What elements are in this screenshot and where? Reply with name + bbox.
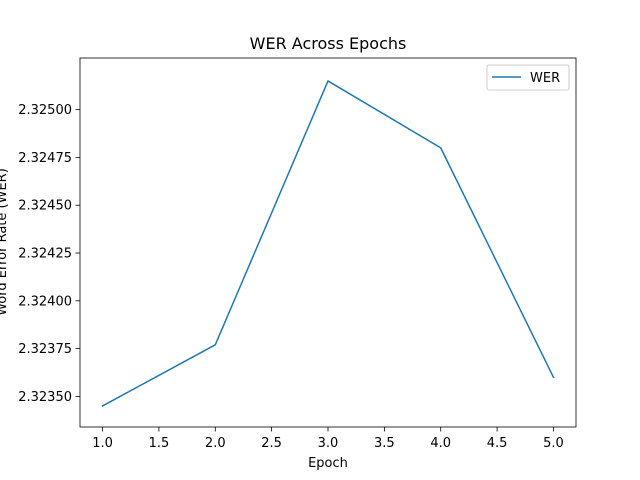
- x-tick-label: 4.5: [487, 436, 508, 451]
- y-tick-label: 2.32425: [18, 247, 72, 262]
- plot-background: [80, 58, 576, 427]
- x-tick-label: 1.5: [149, 436, 170, 451]
- y-tick-label: 2.32475: [18, 151, 72, 166]
- legend: WER: [486, 64, 570, 91]
- x-tick-label: 3.5: [374, 436, 395, 451]
- y-tick-label: 2.32400: [18, 294, 72, 309]
- x-tick-label: 3.0: [318, 436, 339, 451]
- y-axis-ticks: 2.32350 2.32375 2.32400 2.32425 2.32450 2.324…: [18, 103, 80, 405]
- wer-series-line: [101, 80, 555, 407]
- y-tick-label: 2.32375: [18, 342, 72, 357]
- legend-label-wer: WER: [530, 71, 560, 86]
- chart-title: WER Across Epochs: [250, 34, 407, 53]
- x-tick-label: 1.0: [92, 436, 113, 451]
- plot-frame: [79, 57, 577, 428]
- x-tick-label: 2.5: [261, 436, 282, 451]
- x-tick-label: 4.0: [430, 436, 451, 451]
- y-tick-label: 2.32500: [18, 103, 72, 118]
- y-tick-label: 2.32450: [18, 199, 72, 214]
- x-tick-label: 5.0: [543, 436, 564, 451]
- x-axis-ticks: 1.0 1.5 2.0 2.5 3.0 3.5 4.0 4.5 5.0: [92, 427, 564, 451]
- y-axis-label: Word Error Rate (WER): [0, 168, 10, 316]
- plot-area: 1.0 1.5 2.0 2.5 3.0 3.5 4.0 4.5 5.0 2.323502.323…: [18, 57, 577, 451]
- x-axis-label: Epoch: [308, 456, 348, 471]
- legend-box: [486, 64, 570, 91]
- x-tick-label: 2.0: [205, 436, 226, 451]
- y-tick-label: 2.32350: [18, 390, 72, 405]
